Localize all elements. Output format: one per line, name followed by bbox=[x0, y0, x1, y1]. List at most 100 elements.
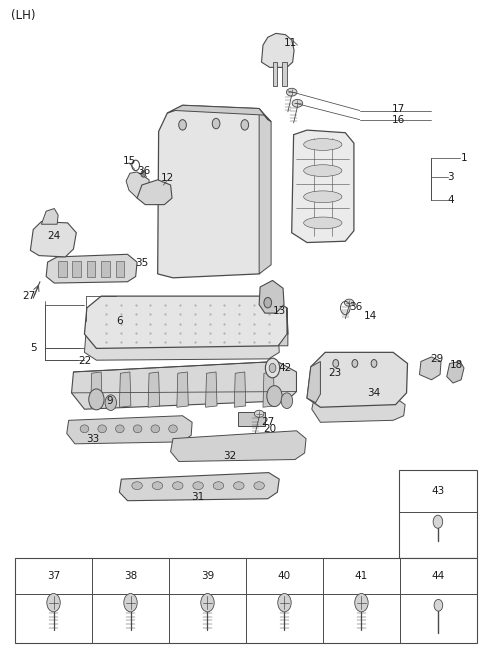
Text: 38: 38 bbox=[124, 571, 137, 581]
Circle shape bbox=[124, 593, 137, 612]
Ellipse shape bbox=[304, 139, 342, 151]
Polygon shape bbox=[137, 179, 172, 204]
Polygon shape bbox=[282, 62, 287, 86]
Circle shape bbox=[241, 120, 249, 130]
Text: 18: 18 bbox=[450, 360, 463, 371]
Text: 16: 16 bbox=[391, 115, 405, 124]
Circle shape bbox=[265, 358, 280, 378]
Circle shape bbox=[179, 120, 186, 130]
Text: 36: 36 bbox=[137, 166, 150, 176]
Polygon shape bbox=[307, 362, 321, 403]
Polygon shape bbox=[170, 431, 306, 462]
Ellipse shape bbox=[168, 425, 177, 433]
Polygon shape bbox=[205, 372, 217, 407]
Circle shape bbox=[434, 599, 443, 611]
Polygon shape bbox=[263, 372, 275, 407]
Polygon shape bbox=[72, 362, 297, 409]
Text: 20: 20 bbox=[263, 424, 276, 434]
Circle shape bbox=[371, 360, 377, 367]
Polygon shape bbox=[259, 280, 284, 313]
Bar bbox=[101, 261, 110, 276]
Circle shape bbox=[89, 389, 104, 410]
Text: 34: 34 bbox=[367, 388, 381, 398]
Text: 24: 24 bbox=[48, 231, 61, 241]
Ellipse shape bbox=[304, 217, 342, 229]
Circle shape bbox=[278, 593, 291, 612]
Polygon shape bbox=[259, 109, 271, 274]
Ellipse shape bbox=[80, 425, 89, 433]
Text: 14: 14 bbox=[363, 310, 377, 321]
Text: 35: 35 bbox=[135, 259, 148, 269]
Text: 22: 22 bbox=[78, 356, 91, 367]
Ellipse shape bbox=[304, 165, 342, 176]
Polygon shape bbox=[167, 105, 271, 122]
Ellipse shape bbox=[116, 425, 124, 433]
Polygon shape bbox=[262, 33, 294, 67]
Ellipse shape bbox=[292, 100, 303, 107]
Polygon shape bbox=[30, 221, 76, 257]
Text: 1: 1 bbox=[461, 153, 468, 162]
Ellipse shape bbox=[133, 425, 142, 433]
Polygon shape bbox=[273, 62, 277, 86]
Text: 32: 32 bbox=[223, 451, 236, 460]
Polygon shape bbox=[120, 372, 131, 407]
Circle shape bbox=[333, 360, 338, 367]
Polygon shape bbox=[120, 473, 279, 500]
Text: 15: 15 bbox=[122, 156, 135, 166]
Polygon shape bbox=[46, 254, 137, 283]
Ellipse shape bbox=[193, 481, 204, 489]
Bar bbox=[238, 413, 265, 426]
Bar bbox=[87, 261, 96, 276]
Text: 5: 5 bbox=[30, 343, 36, 354]
Text: 12: 12 bbox=[161, 174, 174, 183]
Circle shape bbox=[212, 119, 220, 129]
Text: 31: 31 bbox=[191, 493, 204, 502]
Text: 44: 44 bbox=[432, 571, 445, 581]
Circle shape bbox=[281, 393, 293, 409]
Ellipse shape bbox=[132, 481, 143, 489]
Bar bbox=[72, 261, 81, 276]
Polygon shape bbox=[278, 308, 288, 346]
Polygon shape bbox=[84, 334, 279, 360]
Circle shape bbox=[267, 386, 282, 407]
Circle shape bbox=[264, 297, 272, 308]
Ellipse shape bbox=[152, 481, 163, 489]
Text: 9: 9 bbox=[107, 396, 113, 405]
Circle shape bbox=[352, 360, 358, 367]
Polygon shape bbox=[292, 130, 354, 242]
Text: 36: 36 bbox=[349, 301, 362, 312]
Text: 13: 13 bbox=[273, 306, 286, 316]
Circle shape bbox=[47, 593, 60, 612]
Polygon shape bbox=[41, 208, 58, 224]
Polygon shape bbox=[447, 362, 464, 383]
Polygon shape bbox=[157, 105, 268, 278]
Circle shape bbox=[269, 364, 276, 373]
Text: (LH): (LH) bbox=[11, 9, 36, 22]
Circle shape bbox=[201, 593, 214, 612]
Text: 23: 23 bbox=[328, 368, 341, 378]
Ellipse shape bbox=[151, 425, 159, 433]
Ellipse shape bbox=[287, 88, 297, 96]
Circle shape bbox=[141, 171, 146, 177]
Circle shape bbox=[433, 515, 443, 529]
Polygon shape bbox=[84, 296, 288, 348]
Polygon shape bbox=[126, 172, 149, 198]
Text: 37: 37 bbox=[47, 571, 60, 581]
Bar bbox=[58, 261, 67, 276]
Text: 4: 4 bbox=[447, 195, 454, 205]
Ellipse shape bbox=[172, 481, 183, 489]
Polygon shape bbox=[234, 372, 246, 407]
Text: 3: 3 bbox=[447, 172, 454, 182]
Polygon shape bbox=[420, 357, 441, 380]
Text: 6: 6 bbox=[116, 316, 123, 326]
Ellipse shape bbox=[304, 191, 342, 202]
Polygon shape bbox=[177, 372, 188, 407]
Circle shape bbox=[355, 593, 368, 612]
Ellipse shape bbox=[254, 410, 264, 417]
Text: 33: 33 bbox=[86, 434, 99, 443]
Bar bbox=[15, 557, 477, 643]
Polygon shape bbox=[307, 352, 408, 407]
Text: 43: 43 bbox=[432, 486, 444, 496]
Text: 11: 11 bbox=[284, 38, 297, 48]
Circle shape bbox=[105, 395, 117, 411]
